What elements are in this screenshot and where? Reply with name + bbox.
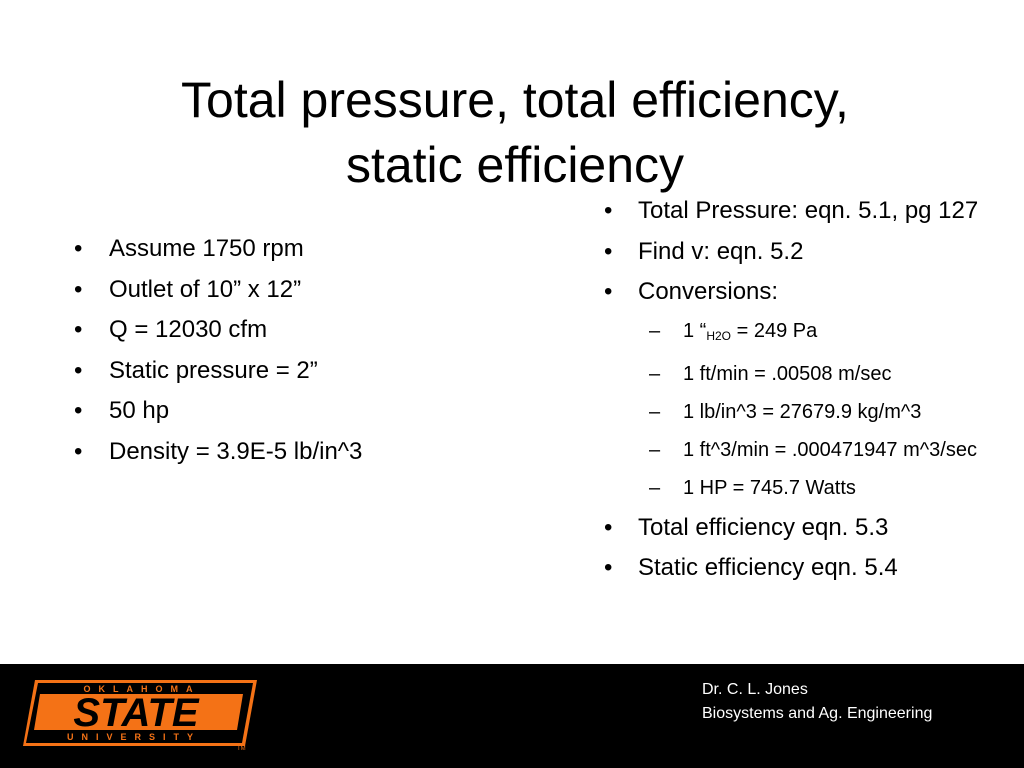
sub-list-item: –1 lb/in^3 = 27679.9 kg/m^3 bbox=[600, 399, 1000, 425]
list-item-text: 50 hp bbox=[109, 397, 170, 424]
bullet-marker: • bbox=[74, 316, 83, 343]
list-item: • Density = 3.9E-5 lb/in^3 bbox=[70, 437, 530, 467]
title-line-2: static efficiency bbox=[345, 137, 685, 193]
list-item: • Q = 12030 cfm bbox=[70, 315, 530, 345]
bullet-marker: • bbox=[604, 554, 613, 581]
bullet-marker: • bbox=[604, 278, 613, 305]
sub-list-item: –1 “H2O = 249 Pa bbox=[600, 318, 1000, 349]
bullet-marker: • bbox=[604, 237, 613, 265]
list-item: • Assume 1750 rpm bbox=[70, 234, 530, 264]
given-data-list: • Assume 1750 rpm • Outlet of 10” x 12” • Q… bbox=[70, 234, 530, 477]
list-item: • 50 hp bbox=[70, 396, 530, 426]
slide-title: Total pressure, total efficiency, static… bbox=[60, 68, 970, 198]
department-name: Biosystems and Ag. Engineering bbox=[702, 705, 933, 722]
bullet-marker: • bbox=[74, 356, 83, 384]
dash-marker: – bbox=[649, 319, 661, 342]
list-item: • Total Pressure: eqn. 5.1, pg 127 bbox=[600, 196, 1000, 226]
bullet-marker: • bbox=[74, 275, 83, 303]
list-item: • Conversions: bbox=[600, 277, 1000, 307]
logo-center-band bbox=[34, 694, 243, 730]
logo-oklahoma-text: OKLAHOMA bbox=[84, 684, 201, 694]
list-item-text: 1 HP = 745.7 Watts bbox=[683, 476, 856, 499]
list-item-text: 1 lb/in^3 = 27679.9 kg/m^3 bbox=[683, 400, 922, 423]
equations-list: • Total Pressure: eqn. 5.1, pg 127 • Find … bbox=[600, 196, 1000, 594]
logo-university-text: UNIVERSITY bbox=[67, 732, 201, 742]
sub-list-item: –1 HP = 745.7 Watts bbox=[600, 475, 1000, 501]
bullet-marker: • bbox=[604, 197, 613, 224]
list-item-text: Static pressure = 2” bbox=[109, 356, 318, 384]
osu-logo: OKLAHOMA STATE UNIVERSITY TM bbox=[23, 680, 257, 752]
dash-marker: – bbox=[649, 476, 661, 499]
conversion-suffix: = 249 Pa bbox=[731, 319, 818, 342]
list-item: • Find v: eqn. 5.2 bbox=[600, 237, 1000, 267]
dash-marker: – bbox=[649, 362, 661, 385]
bullet-marker: • bbox=[74, 437, 83, 465]
list-item: • Outlet of 10” x 12” bbox=[70, 275, 530, 305]
list-item-text: Find v: eqn. 5.2 bbox=[638, 237, 804, 265]
author-credit: Dr. C. L. Jones Biosystems and Ag. Engin… bbox=[702, 678, 932, 726]
list-item: • Static pressure = 2” bbox=[70, 356, 530, 386]
list-item-text: Conversions: bbox=[638, 278, 779, 305]
list-item-text: Total Pressure: eqn. 5.1, pg 127 bbox=[638, 197, 979, 224]
sub-list-item: –1 ft^3/min = .000471947 m^3/sec bbox=[600, 437, 1000, 463]
footer-bar: OKLAHOMA STATE UNIVERSITY TM Dr. C. L. J… bbox=[0, 664, 1024, 768]
list-item-text: 1 ft/min = .00508 m/sec bbox=[683, 362, 892, 385]
list-item-text: Total efficiency eqn. 5.3 bbox=[638, 513, 889, 541]
bullet-marker: • bbox=[74, 397, 83, 424]
title-line-1: Total pressure, total efficiency, bbox=[181, 72, 849, 128]
conversion-prefix: 1 “ bbox=[683, 319, 707, 342]
list-item-text: Assume 1750 rpm bbox=[109, 235, 304, 262]
list-item: • Static efficiency eqn. 5.4 bbox=[600, 553, 1000, 583]
list-item: • Total efficiency eqn. 5.3 bbox=[600, 513, 1000, 543]
list-item-text: Outlet of 10” x 12” bbox=[109, 275, 302, 303]
list-item-text: Density = 3.9E-5 lb/in^3 bbox=[109, 437, 363, 465]
conversion-subscript: H2O bbox=[706, 328, 732, 343]
bullet-marker: • bbox=[74, 235, 83, 262]
logo-state-text: STATE bbox=[73, 691, 199, 735]
dash-marker: – bbox=[649, 438, 661, 461]
sub-list-item: –1 ft/min = .00508 m/sec bbox=[600, 361, 1000, 387]
trademark-mark: TM bbox=[237, 746, 246, 752]
list-item-text: 1 ft^3/min = .000471947 m^3/sec bbox=[683, 438, 977, 461]
author-name: Dr. C. L. Jones bbox=[702, 681, 808, 698]
bullet-marker: • bbox=[604, 513, 613, 541]
dash-marker: – bbox=[649, 400, 661, 423]
list-item-text: Static efficiency eqn. 5.4 bbox=[638, 554, 898, 581]
list-item-text: Q = 12030 cfm bbox=[109, 316, 268, 343]
